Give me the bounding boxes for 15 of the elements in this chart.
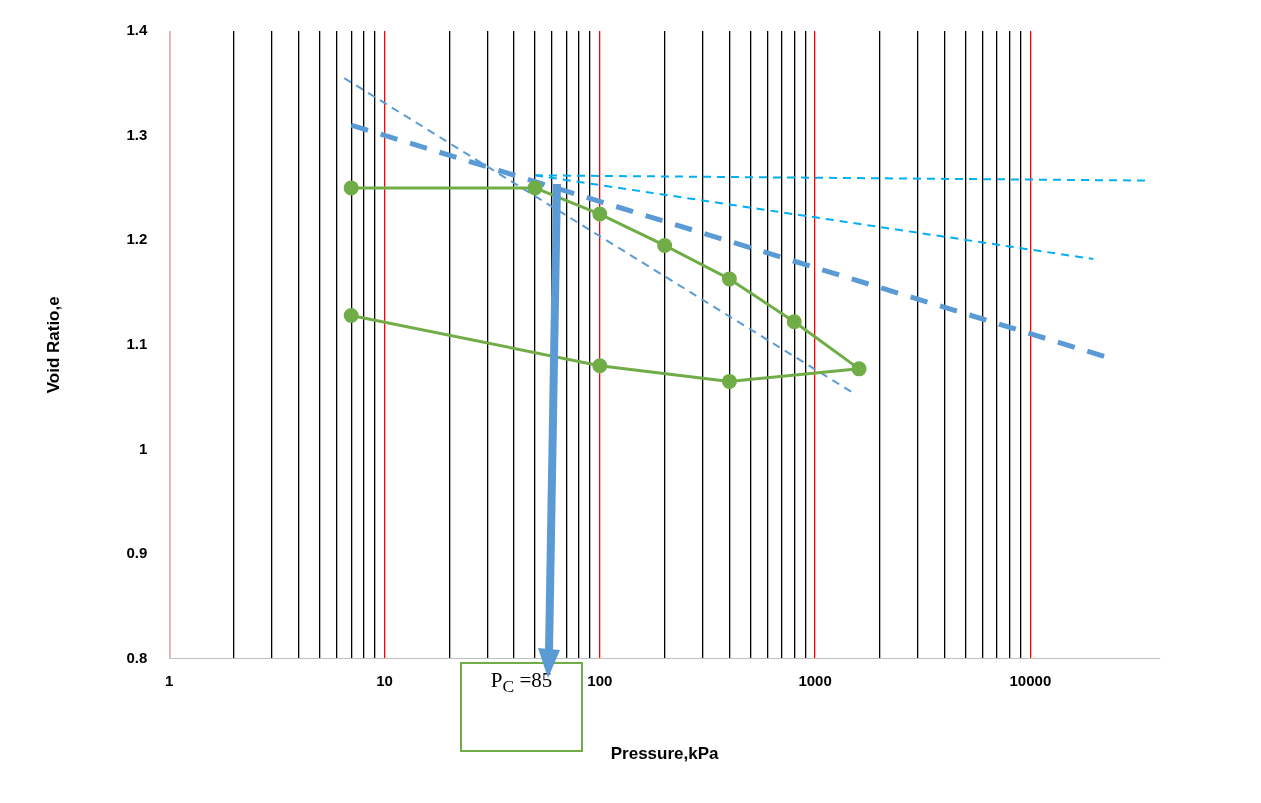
x-axis-title: Pressure,kPa [610,744,720,764]
y-tick-label: 1.4 [126,21,148,39]
y-tick-label: 1.1 [126,334,148,352]
x-tick-label: 1000 [798,671,832,689]
text: P$_{C}$ =85 [460,662,583,752]
y-tick-label: 0.8 [126,648,148,666]
x-tick-label: 100 [587,671,613,689]
x-tick-label: 10 [376,671,393,689]
y-tick-label: 1 [138,439,148,457]
y-tick-label: 1.3 [126,125,148,143]
x-tick-label: 10000 [1009,671,1052,689]
y-tick-label: 1.2 [126,230,148,248]
x-tick-label: 1 [165,671,174,689]
y-tick-label: 0.9 [126,544,148,562]
y-axis-title: Void Ratio,e [43,296,63,394]
